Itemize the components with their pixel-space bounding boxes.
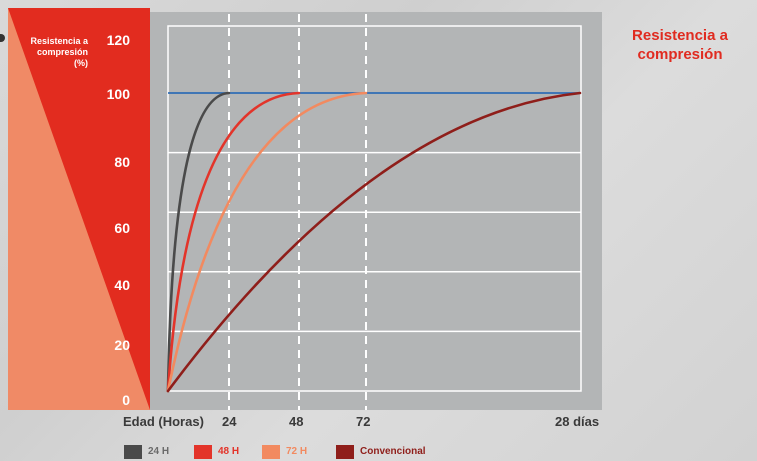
y-tick-label-40: 40 xyxy=(114,277,130,293)
y-axis-title-line-1: Resistencia a xyxy=(30,36,88,46)
y-axis-title-line-2: compresión xyxy=(36,47,88,57)
series-line-convencional xyxy=(166,91,582,393)
y-axis-title-line-3: (%) xyxy=(74,58,88,68)
legend-swatch-72h xyxy=(262,445,280,459)
plot-area xyxy=(150,12,602,410)
legend-swatch-48h xyxy=(194,445,212,459)
side-title-line-2: compresión xyxy=(637,46,723,63)
side-title: Resistencia a compresión xyxy=(610,26,750,64)
side-title-line-1: Resistencia a xyxy=(632,27,728,44)
side-panel xyxy=(8,8,150,410)
series-line-72-h xyxy=(166,91,368,393)
legend-label-convencional: Convencional xyxy=(360,446,426,457)
series-line-48-h xyxy=(166,91,301,393)
series-line-24-h xyxy=(166,91,231,393)
y-tick-label-20: 20 xyxy=(114,337,130,353)
legend-swatch-convencional xyxy=(336,445,354,459)
y-tick-label-80: 80 xyxy=(114,154,130,170)
x-tick-label-72: 72 xyxy=(356,414,371,429)
edge-marker xyxy=(0,34,5,42)
plot-frame xyxy=(167,25,582,392)
y-tick-label-120: 120 xyxy=(106,32,130,48)
legend-swatch-24h xyxy=(124,445,142,459)
y-tick-label-0: 0 xyxy=(122,392,130,408)
x-tick-label-24: 24 xyxy=(222,414,237,429)
side-panel-salmon xyxy=(8,8,150,410)
x-tick-label-48: 48 xyxy=(289,414,304,429)
x-axis-title: Edad (Horas) xyxy=(123,414,204,429)
y-tick-label-100: 100 xyxy=(106,86,130,102)
y-axis-title: Resistencia a compresión (%) xyxy=(14,36,88,69)
y-tick-label-60: 60 xyxy=(114,220,130,236)
legend-label-48h: 48 H xyxy=(218,446,240,457)
legend-label-24h: 24 H xyxy=(148,446,170,457)
x-tick-label-28-dias: 28 días xyxy=(555,414,600,429)
legend-label-72h: 72 H xyxy=(286,446,308,457)
